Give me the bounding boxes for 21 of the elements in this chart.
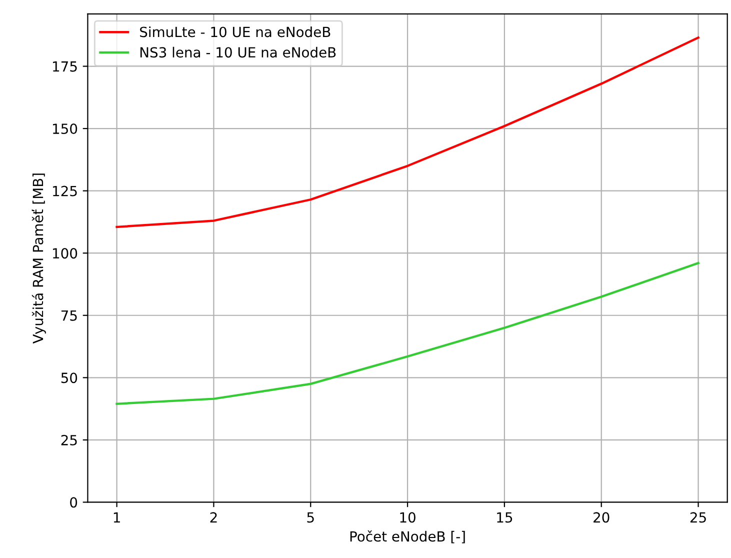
x-tick-label: 20 <box>594 512 610 523</box>
legend-label: NS3 lena - 10 UE na eNodeB <box>140 46 336 58</box>
x-tick-label: 2 <box>210 512 217 522</box>
y-tick-label: 100 <box>53 248 78 259</box>
y-tick-label: 150 <box>53 124 78 134</box>
x-axis-title: Počet eNodeB [-] <box>350 530 465 544</box>
x-tick-label: 25 <box>690 512 706 523</box>
y-tick-label: 50 <box>61 372 78 384</box>
x-tick-label: 1 <box>114 512 120 522</box>
y-tick-label: 0 <box>70 497 78 508</box>
y-tick-label: 125 <box>53 186 77 196</box>
y-tick-label: 75 <box>61 310 77 321</box>
x-tick-label: 5 <box>307 512 314 523</box>
line-series <box>116 36 700 228</box>
x-tick-label: 10 <box>400 512 416 523</box>
y-tick-label: 175 <box>53 61 77 72</box>
y-tick-label: 25 <box>61 434 77 446</box>
legend-label: SimuLte - 10 UE na eNodeB <box>140 26 330 38</box>
line-series <box>116 262 700 405</box>
y-axis-title: Využitá RAM Paměť [MB] <box>32 174 46 344</box>
x-tick-label: 15 <box>497 512 512 523</box>
